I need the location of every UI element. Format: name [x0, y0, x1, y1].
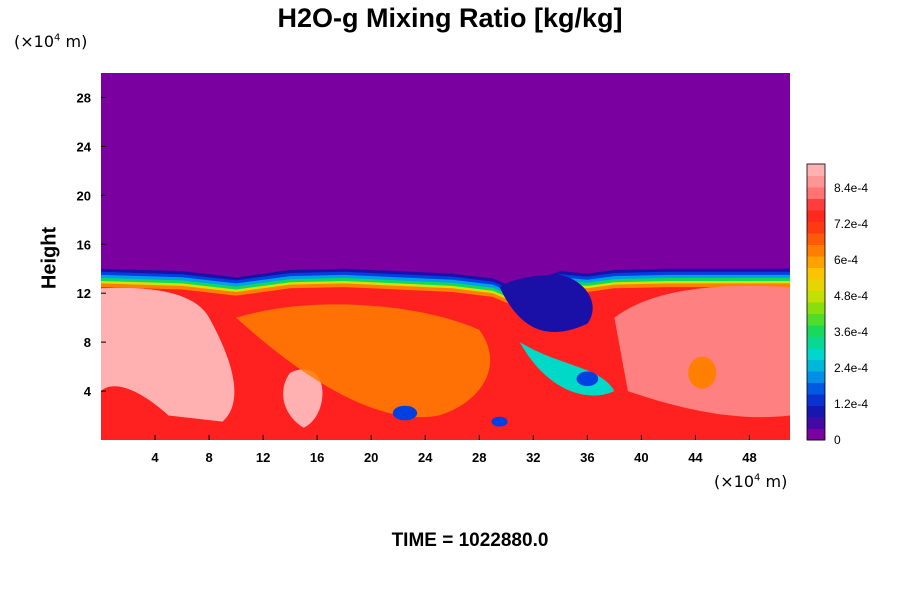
x-axis-ticks: 4 8 12 16 20 24 28 32 36 40 44 48	[151, 435, 757, 465]
x-unit-exponent: 4	[754, 472, 761, 484]
x-tick-label: 40	[634, 450, 648, 465]
colorbar-swatch	[807, 198, 825, 211]
colorbar-tick-label: 0	[834, 433, 841, 447]
y-unit-prefix: (×10	[14, 32, 55, 51]
colorbar	[806, 163, 826, 441]
colorbar-ticks: 0 1.2e-4 2.4e-4 3.6e-4 4.8e-4 6e-4 7.2e-4 8.4e-…	[834, 181, 868, 447]
colorbar-swatch	[807, 405, 825, 418]
colorbar-swatch	[807, 244, 825, 257]
x-tick-label: 4	[151, 450, 159, 465]
y-tick-label: 12	[77, 286, 91, 301]
colorbar-tick-label: 1.2e-4	[834, 397, 868, 411]
dry-intrusion	[499, 274, 593, 333]
x-axis-unit: (×104 m)	[714, 472, 787, 491]
saturated-plume	[283, 369, 323, 428]
moisture-eddy	[576, 371, 599, 387]
colorbar-swatch	[807, 325, 825, 337]
y-axis-unit: (×104 m)	[14, 32, 87, 51]
colorbar-swatch	[807, 187, 825, 199]
colorbar-swatch	[807, 210, 825, 222]
x-tick-label: 36	[580, 450, 594, 465]
colorbar-swatch	[807, 428, 825, 441]
colorbar-swatch	[807, 417, 825, 429]
x-unit-suffix: m)	[760, 472, 788, 491]
colorbar-swatch	[807, 302, 825, 314]
x-tick-label: 48	[742, 450, 756, 465]
x-tick-label: 12	[256, 450, 270, 465]
y-unit-exponent: 4	[54, 32, 61, 44]
y-tick-label: 28	[77, 90, 91, 105]
saturated-region-right	[614, 285, 790, 418]
time-label: TIME = 1022880.0	[391, 530, 549, 551]
moisture-eddy	[392, 405, 418, 421]
colorbar-swatch	[807, 267, 825, 280]
colorbar-swatch	[807, 348, 825, 360]
x-tick-label: 20	[364, 450, 378, 465]
colorbar-swatch	[807, 164, 825, 176]
colorbar-tick-label: 2.4e-4	[834, 361, 868, 375]
colorbar-swatch	[807, 394, 825, 406]
colorbar-swatch	[807, 221, 825, 234]
x-tick-label: 32	[526, 450, 540, 465]
colorbar-swatch	[807, 256, 825, 268]
y-axis-label: Height	[38, 227, 60, 290]
x-tick-label: 16	[310, 450, 324, 465]
x-tick-label: 24	[418, 450, 433, 465]
colorbar-swatch	[807, 175, 825, 188]
colorbar-tick-label: 8.4e-4	[834, 181, 868, 195]
colorbar-frame	[806, 163, 826, 441]
vortex-core	[688, 356, 717, 389]
colorbar-swatch	[807, 359, 825, 372]
colorbar-swatch	[807, 382, 825, 395]
saturated-region-left	[101, 287, 235, 422]
colorbar-tick-label: 3.6e-4	[834, 325, 868, 339]
moisture-eddy	[491, 416, 508, 427]
x-tick-label: 44	[688, 450, 703, 465]
colorbar-swatch	[807, 290, 825, 303]
y-tick-label: 16	[77, 237, 91, 252]
y-axis-ticks: 4 8 12 16 20 24 28	[77, 90, 106, 399]
colorbar-swatch	[807, 233, 825, 245]
chart-title: H2O-g Mixing Ratio [kg/kg]	[277, 3, 623, 33]
colorbar-swatch	[807, 279, 825, 291]
colorbar-tick-label: 6e-4	[834, 253, 858, 267]
y-tick-label: 24	[77, 139, 92, 154]
orange-tongue	[236, 304, 491, 418]
colorbar-swatch	[807, 371, 825, 383]
y-unit-suffix: m)	[60, 32, 88, 51]
y-tick-label: 8	[84, 335, 91, 350]
colorbar-swatch	[807, 336, 825, 349]
plot-area	[101, 73, 790, 440]
x-unit-prefix: (×10	[714, 472, 755, 491]
y-tick-label: 20	[77, 188, 91, 203]
y-tick-label: 4	[84, 384, 92, 399]
colorbar-swatch	[807, 313, 825, 326]
colorbar-tick-label: 4.8e-4	[834, 289, 868, 303]
x-tick-label: 8	[205, 450, 212, 465]
x-tick-label: 28	[472, 450, 486, 465]
colorbar-tick-label: 7.2e-4	[834, 217, 868, 231]
